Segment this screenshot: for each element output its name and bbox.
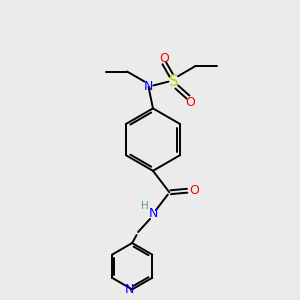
Text: O: O [159,52,169,65]
Text: O: O [189,184,199,197]
Text: N: N [148,207,158,220]
Text: S: S [169,74,178,89]
Text: N: N [144,80,153,94]
Text: N: N [125,283,134,296]
Text: H: H [141,201,148,211]
Text: O: O [185,96,195,109]
